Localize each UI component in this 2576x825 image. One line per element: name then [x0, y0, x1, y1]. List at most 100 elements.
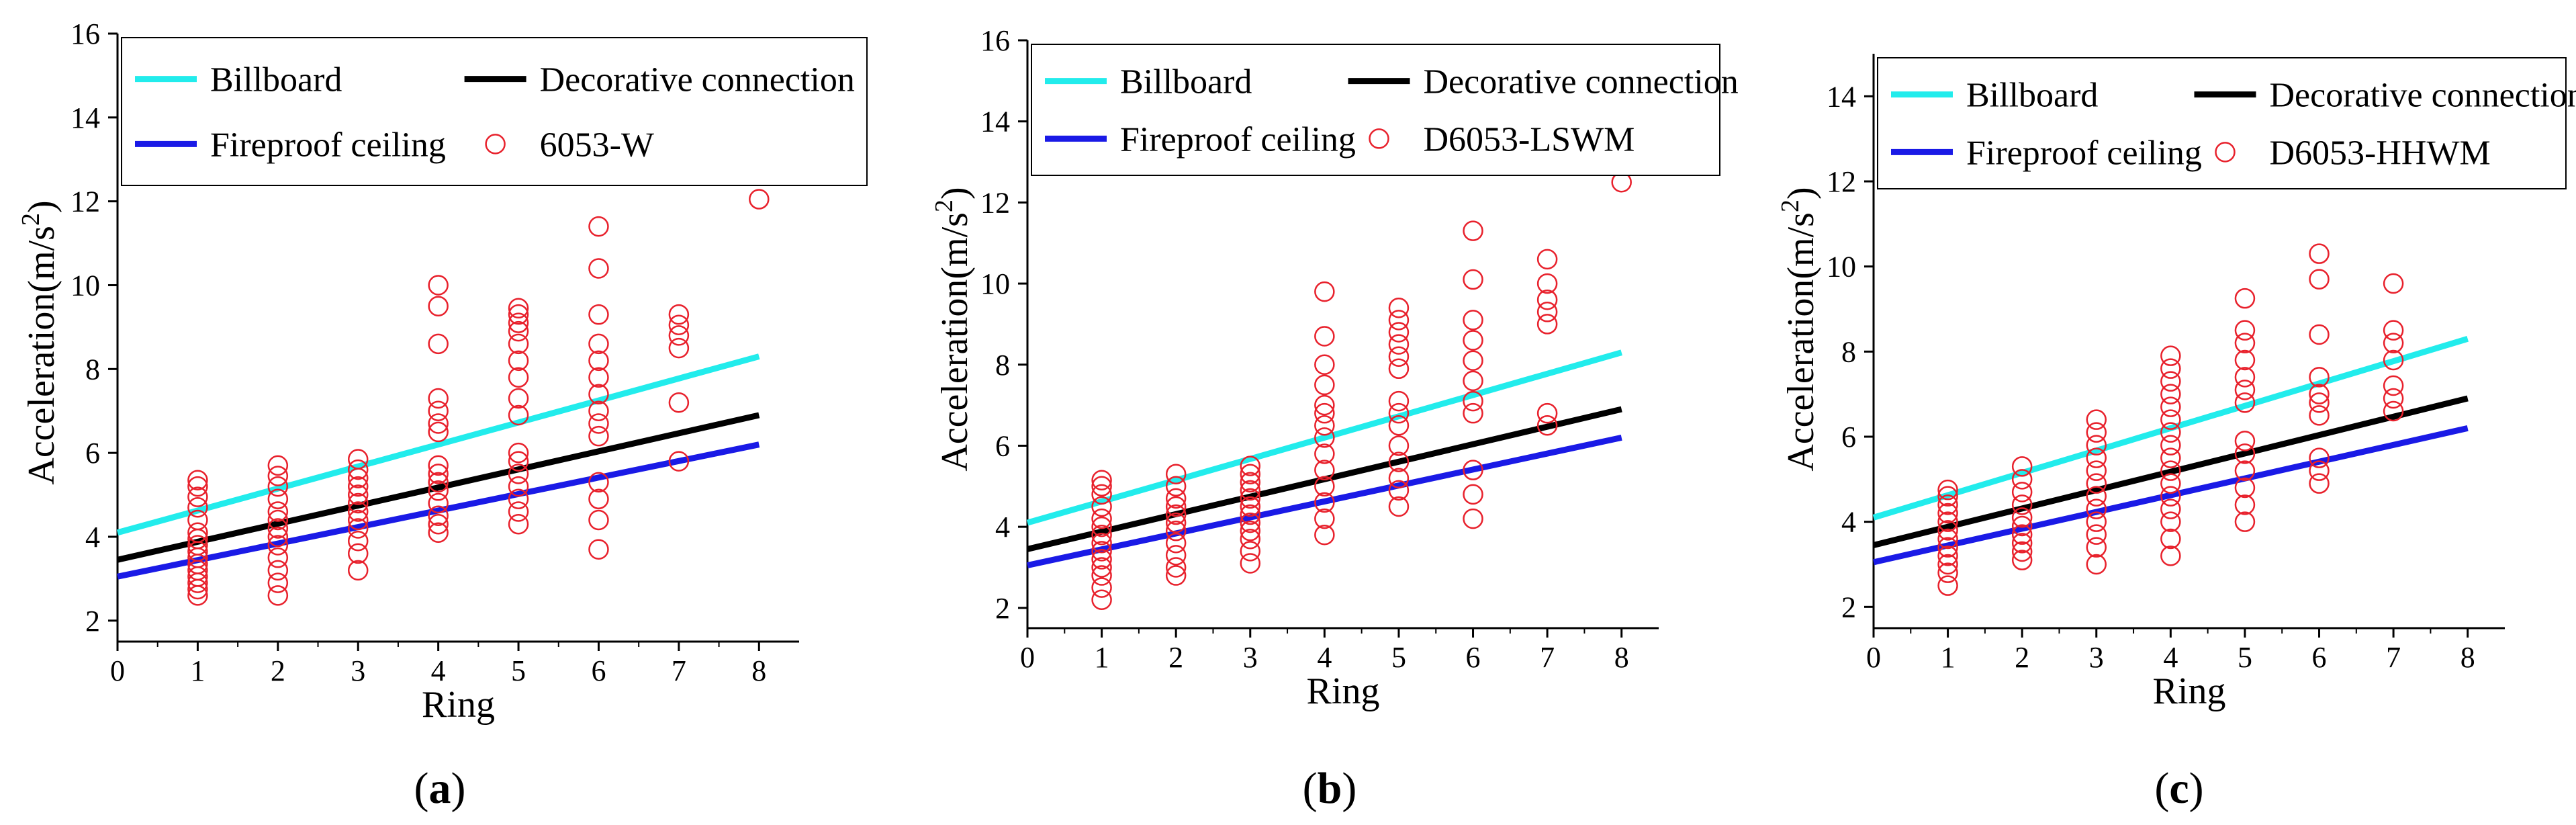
data-point [2011, 533, 2033, 554]
legend-decorative-connection-label: Decorative connection [540, 61, 855, 99]
x-tick-label: 6 [2312, 641, 2327, 674]
data-point [1463, 390, 1483, 412]
legend-fireproof-ceiling-label: Fireproof ceiling [1966, 134, 2202, 172]
x-tick-label: 6 [1466, 641, 1481, 674]
data-point [508, 464, 529, 484]
y-axis-label-main: Acceleration(m/s [21, 226, 62, 485]
data-point [2309, 392, 2330, 413]
data-point [428, 505, 449, 527]
data-point [428, 492, 449, 514]
data-point [1937, 554, 1958, 575]
panel-label-open: ( [1303, 764, 1318, 813]
legend-series-label: 6053-W [540, 126, 654, 164]
data-point [1314, 460, 1335, 480]
data-point [1388, 346, 1410, 367]
legend: Billboard Decorative connection Fireproof … [1031, 44, 1739, 176]
data-point [347, 509, 369, 531]
data-point [1314, 476, 1335, 497]
data-point [1165, 476, 1187, 497]
y-tick-label: 4 [995, 511, 1010, 544]
data-point [2011, 524, 2033, 545]
x-axis-label: Ring [1307, 670, 1380, 712]
data-point [428, 333, 449, 355]
data-point [1937, 494, 1958, 515]
data-point [267, 547, 289, 568]
data-point [428, 522, 449, 543]
data-point [588, 488, 609, 510]
y-tick-label: 12 [980, 186, 1010, 219]
y-tick-label: 6 [1841, 421, 1856, 453]
trend-line-2 [1027, 434, 1622, 568]
data-point [1463, 269, 1483, 290]
data-point [1240, 480, 1261, 501]
data-point [2160, 473, 2181, 494]
data-point [428, 480, 449, 501]
data-point [1463, 402, 1483, 424]
x-tick-label: 0 [110, 654, 125, 687]
data-point [347, 518, 369, 539]
data-point [1091, 589, 1112, 611]
data-point [2383, 333, 2404, 353]
data-point [1937, 520, 1958, 541]
data-point [1463, 310, 1483, 331]
trend-line-1 [117, 412, 760, 563]
data-point [1240, 528, 1261, 550]
data-point [1091, 516, 1112, 537]
y-tick-label: 6 [85, 437, 100, 470]
data-point [588, 333, 609, 355]
data-point [2234, 431, 2256, 451]
data-point [2234, 380, 2256, 400]
data-point [2383, 349, 2404, 371]
data-point [1314, 492, 1335, 513]
data-point [2160, 422, 2181, 443]
data-point [1937, 546, 1958, 566]
data-point [1314, 281, 1335, 302]
data-point [187, 497, 208, 518]
data-point [2011, 507, 2033, 528]
data-point [2086, 498, 2107, 519]
y-tick-label: 6 [995, 429, 1010, 462]
data-point [508, 501, 529, 522]
x-tick-label: 6 [591, 654, 606, 687]
data-point [1388, 451, 1410, 472]
data-point [1388, 415, 1410, 436]
data-point [1388, 390, 1410, 412]
data-point [2309, 324, 2330, 345]
data-point [1536, 289, 1558, 310]
data-point [508, 451, 529, 472]
data-point [1091, 557, 1112, 578]
x-tick-label: 8 [1614, 641, 1629, 674]
data-point [588, 258, 609, 279]
legend-series-swatch [1369, 128, 1389, 149]
x-tick-label: 5 [2238, 641, 2252, 674]
legend-series-label: D6053-HHWM [2270, 134, 2491, 172]
data-point [508, 333, 529, 355]
trend-line-2 [1873, 425, 2469, 566]
data-point [1463, 460, 1483, 480]
y-tick-label: 16 [980, 24, 1010, 57]
data-point [1388, 298, 1410, 318]
data-point [2160, 447, 2181, 468]
data-point [1314, 524, 1335, 546]
x-tick-label: 4 [2163, 641, 2178, 674]
data-point [2234, 511, 2256, 532]
y-tick-label: 10 [1827, 251, 1856, 284]
data-point [508, 312, 529, 333]
x-tick-label: 2 [271, 654, 285, 687]
data-point [347, 560, 369, 581]
y-tick-label: 4 [1841, 506, 1856, 539]
y-tick-label: 2 [995, 592, 1010, 625]
data-point [1536, 273, 1558, 294]
data-point [347, 459, 369, 480]
data-point [2234, 367, 2256, 388]
data-point [1240, 504, 1261, 525]
y-tick-label: 8 [995, 349, 1010, 382]
data-point [1240, 553, 1261, 574]
data-point [1388, 402, 1410, 424]
x-tick-label: 3 [2089, 641, 2104, 674]
trend-line-2 [117, 441, 760, 580]
panel-a: 0 1 2 3 4 5 6 7 8246810121416RingAcceleration(m/… [17, 17, 868, 813]
y-axis-label-close: ) [21, 200, 62, 213]
data-point [2234, 349, 2256, 371]
